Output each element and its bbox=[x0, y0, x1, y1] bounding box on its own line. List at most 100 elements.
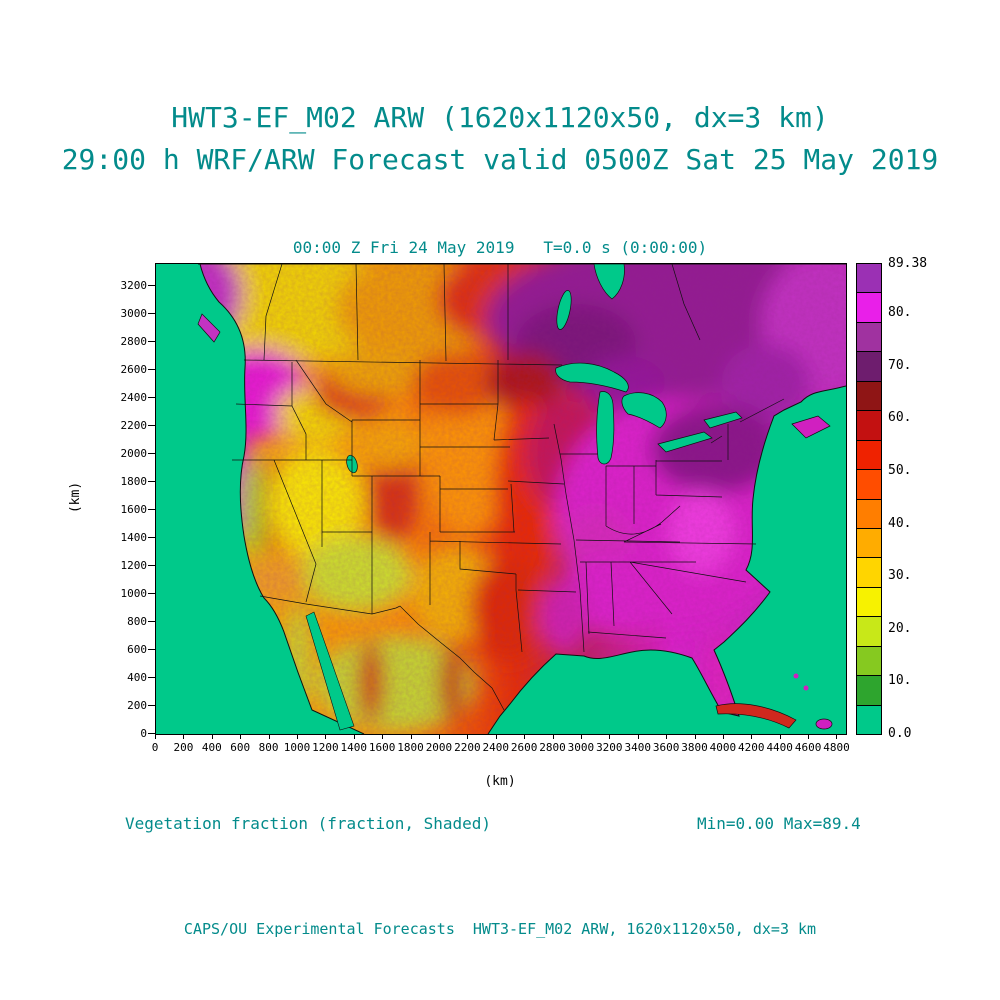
y-tick-mark bbox=[148, 565, 155, 567]
y-tick-label: 1400 bbox=[120, 531, 148, 545]
x-tick-label: 3800 bbox=[681, 741, 708, 754]
title-line-1: HWT3-EF_M02 ARW (1620x1120x50, dx=3 km) bbox=[171, 101, 829, 134]
x-tick-mark bbox=[552, 734, 554, 739]
x-tick-mark bbox=[495, 734, 497, 739]
y-tick-label: 2000 bbox=[120, 447, 148, 461]
colorbar-segment bbox=[857, 704, 881, 734]
y-tick-label: 3000 bbox=[120, 307, 148, 321]
plot-valid-time-title: 00:00 Z Fri 24 May 2019 T=0.0 s (0:00:00… bbox=[292, 238, 708, 257]
colorbar-segment bbox=[857, 645, 881, 676]
colorbar-segment bbox=[857, 586, 881, 617]
colorbar-segment bbox=[857, 527, 881, 558]
x-tick-label: 1200 bbox=[312, 741, 339, 754]
state-borders bbox=[232, 264, 785, 711]
colorbar-segment bbox=[857, 410, 881, 440]
x-tick-mark bbox=[325, 734, 327, 739]
colorbar-segment bbox=[857, 675, 881, 705]
y-tick-label: 600 bbox=[127, 643, 147, 657]
variable-caption: Vegetation fraction (fraction, Shaded) bbox=[125, 814, 492, 833]
y-tick-label: 200 bbox=[127, 699, 147, 713]
x-tick-label: 1000 bbox=[283, 741, 311, 754]
x-tick-mark bbox=[467, 734, 469, 739]
y-tick-mark bbox=[148, 593, 155, 595]
colorbar bbox=[856, 263, 882, 735]
y-tick-mark bbox=[148, 677, 155, 679]
x-tick-label: 4000 bbox=[709, 741, 737, 754]
y-tick-mark bbox=[148, 537, 155, 539]
x-tick-mark bbox=[382, 734, 384, 739]
x-tick-label: 1800 bbox=[397, 741, 424, 754]
coastline bbox=[198, 264, 846, 734]
y-tick-label: 1200 bbox=[120, 559, 148, 573]
colorbar-segment bbox=[857, 292, 881, 322]
min-max-caption: Min=0.00 Max=89.4 bbox=[697, 814, 861, 833]
colorbar-segment bbox=[857, 469, 881, 499]
x-tick-mark bbox=[524, 734, 526, 739]
colorbar-segment bbox=[857, 264, 881, 293]
colorbar-segment bbox=[857, 351, 881, 381]
y-tick-label: 3200 bbox=[120, 279, 148, 293]
x-tick-label: 800 bbox=[258, 741, 279, 754]
x-tick-label: 3600 bbox=[652, 741, 680, 754]
x-tick-mark bbox=[694, 734, 696, 739]
y-tick-mark bbox=[148, 733, 155, 734]
footer-credit: CAPS/OU Experimental Forecasts HWT3-EF_M… bbox=[183, 920, 817, 938]
x-tick-label: 2600 bbox=[510, 741, 538, 754]
x-tick-label: 400 bbox=[201, 741, 222, 754]
colorbar-label: 10. bbox=[888, 673, 912, 689]
x-tick-mark bbox=[666, 734, 668, 739]
x-tick-mark bbox=[353, 734, 355, 739]
x-tick-mark bbox=[609, 734, 611, 739]
y-tick-label: 2800 bbox=[120, 335, 148, 349]
y-tick-label: 1600 bbox=[120, 503, 148, 517]
x-tick-mark bbox=[751, 734, 753, 739]
x-tick-mark bbox=[438, 734, 440, 739]
x-tick-label: 3000 bbox=[567, 741, 595, 754]
y-tick-mark bbox=[148, 397, 155, 399]
x-tick-mark bbox=[410, 734, 412, 739]
x-tick-label: 3200 bbox=[596, 741, 623, 754]
colorbar-segment bbox=[857, 557, 881, 587]
x-tick-mark bbox=[580, 734, 582, 739]
x-tick-label: 3400 bbox=[624, 741, 651, 754]
y-tick-mark bbox=[148, 705, 155, 707]
y-tick-mark bbox=[148, 481, 155, 483]
vegetation-fraction-map bbox=[155, 263, 847, 735]
x-tick-mark bbox=[808, 734, 810, 739]
y-tick-mark bbox=[148, 313, 155, 315]
x-tick-label: 1400 bbox=[340, 741, 368, 754]
islands bbox=[197, 313, 833, 730]
y-tick-label: 800 bbox=[127, 615, 147, 629]
colorbar-segment bbox=[857, 616, 881, 646]
lakes bbox=[346, 264, 743, 474]
y-tick-mark bbox=[148, 341, 155, 343]
title-line-2: 29:00 h WRF/ARW Forecast valid 0500Z Sat… bbox=[61, 143, 939, 176]
x-tick-label: 1600 bbox=[368, 741, 396, 754]
x-tick-mark bbox=[836, 734, 838, 739]
colorbar-label: 40. bbox=[888, 515, 912, 531]
x-tick-mark bbox=[779, 734, 781, 739]
y-tick-label: 0 bbox=[140, 727, 147, 740]
x-tick-label: 0 bbox=[151, 741, 159, 754]
x-tick-mark bbox=[296, 734, 298, 739]
x-tick-label: 2000 bbox=[425, 741, 453, 754]
x-tick-label: 4800 bbox=[823, 741, 850, 754]
y-tick-mark bbox=[148, 369, 155, 371]
x-tick-label: 4200 bbox=[738, 741, 765, 754]
y-tick-label: 2400 bbox=[120, 391, 148, 405]
x-tick-mark bbox=[240, 734, 242, 739]
y-axis-label: (km) bbox=[68, 481, 84, 514]
colorbar-label: 20. bbox=[888, 620, 912, 636]
colorbar-segment bbox=[857, 321, 881, 352]
x-tick-mark bbox=[211, 734, 213, 739]
x-tick-label: 4400 bbox=[766, 741, 793, 754]
colorbar-label: 0.0 bbox=[888, 726, 912, 741]
x-tick-mark bbox=[637, 734, 639, 739]
y-tick-label: 1000 bbox=[120, 587, 148, 601]
y-tick-label: 400 bbox=[127, 671, 147, 685]
y-tick-label: 1800 bbox=[120, 475, 148, 489]
colorbar-label: 60. bbox=[888, 410, 912, 426]
y-tick-mark bbox=[148, 285, 155, 287]
x-tick-mark bbox=[268, 734, 270, 739]
